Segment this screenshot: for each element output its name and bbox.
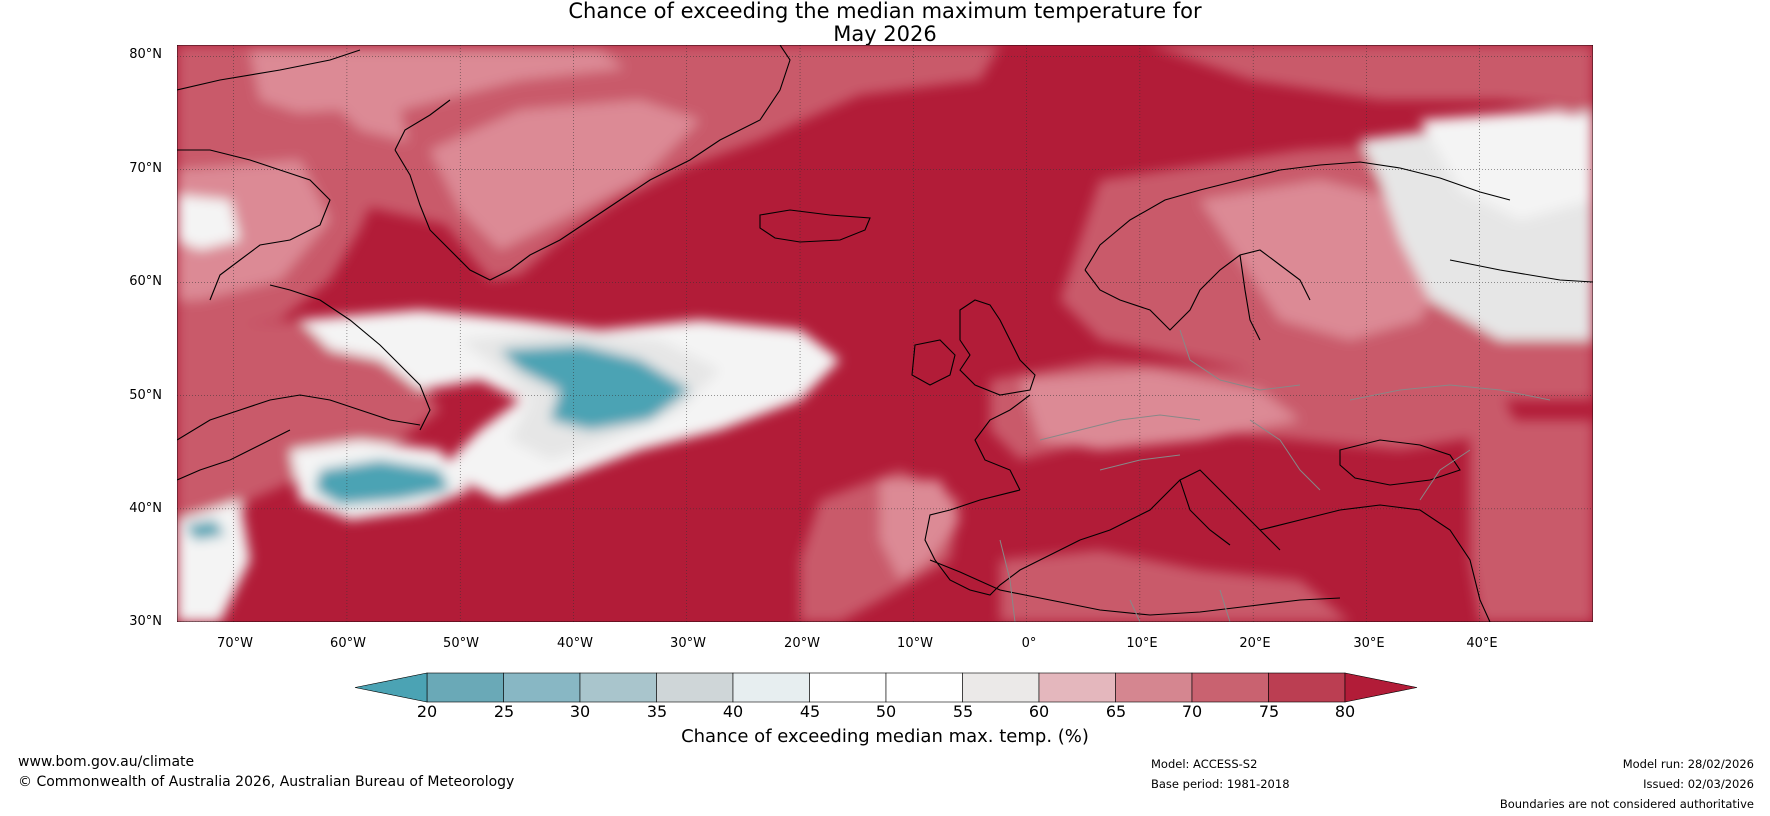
colorbar-tick-25: 25 — [493, 702, 515, 721]
lat-label-50n: 50°N — [129, 388, 162, 403]
colorbar-tick-65: 65 — [1105, 702, 1127, 721]
lon-label-70w: 70°W — [217, 636, 253, 651]
colorbar-swatch — [885, 672, 963, 703]
colorbar-tick-80: 80 — [1334, 702, 1356, 721]
lon-label-10e: 10°E — [1126, 636, 1158, 651]
colorbar — [354, 672, 1418, 703]
colorbar-over-arrow — [1344, 672, 1418, 703]
colorbar-under-arrow — [354, 672, 428, 703]
colorbar-tick-55: 55 — [952, 702, 974, 721]
lat-label-60n: 60°N — [129, 274, 162, 289]
lat-label-30n: 30°N — [129, 614, 162, 629]
lon-label-30e: 30°E — [1353, 636, 1385, 651]
colorbar-tick-40: 40 — [722, 702, 744, 721]
colorbar-swatch — [1191, 672, 1269, 703]
lon-label-20w: 20°W — [784, 636, 820, 651]
graticule — [177, 45, 1593, 622]
colorbar-tick-70: 70 — [1181, 702, 1203, 721]
colorbar-swatch — [426, 672, 504, 703]
coastlines-drawn — [177, 45, 1593, 622]
colorbar-swatch — [1038, 672, 1116, 703]
lat-label-40n: 40°N — [129, 501, 162, 516]
issued-text: Issued: 02/03/2026 — [1643, 777, 1754, 791]
map-area[interactable] — [177, 45, 1593, 622]
website-link[interactable]: www.bom.gov.au/climate — [18, 754, 195, 770]
lon-label-10w: 10°W — [897, 636, 933, 651]
colorbar-tick-60: 60 — [1028, 702, 1050, 721]
country-borders — [999, 329, 1551, 622]
lat-label-80n: 80°N — [129, 47, 162, 62]
map-title-line1: Chance of exceeding the median maximum t… — [568, 0, 1202, 23]
colorbar-tick-30: 30 — [569, 702, 591, 721]
colorbar-swatch — [962, 672, 1040, 703]
lon-label-50w: 50°W — [443, 636, 479, 651]
lon-label-0: 0° — [1021, 636, 1037, 651]
colorbar-swatch — [656, 672, 734, 703]
lon-label-40e: 40°E — [1466, 636, 1498, 651]
map-title-line2: May 2026 — [833, 22, 937, 46]
copyright-text: © Commonwealth of Australia 2026, Austra… — [18, 774, 515, 790]
colorbar-label: Chance of exceeding median max. temp. (%… — [681, 726, 1089, 747]
colorbar-tick-50: 50 — [875, 702, 897, 721]
colorbar-swatch — [1115, 672, 1193, 703]
model-text: Model: ACCESS-S2 — [1151, 757, 1258, 771]
colorbar-swatch — [1268, 672, 1346, 703]
probability-field — [177, 45, 1593, 622]
colorbar-swatch — [809, 672, 887, 703]
disclaimer-text: Boundaries are not considered authoritat… — [1499, 797, 1754, 811]
lon-label-60w: 60°W — [330, 636, 366, 651]
base-period-text: Base period: 1981-2018 — [1151, 777, 1290, 791]
lon-label-20e: 20°E — [1239, 636, 1271, 651]
colorbar-swatch — [732, 672, 810, 703]
colorbar-tick-45: 45 — [799, 702, 821, 721]
colorbar-tick-20: 20 — [416, 702, 438, 721]
colorbar-tick-75: 75 — [1258, 702, 1280, 721]
colorbar-swatch — [503, 672, 581, 703]
lat-label-70n: 70°N — [129, 161, 162, 176]
colorbar-swatch — [579, 672, 657, 703]
map-title: Chance of exceeding the median maximum t… — [0, 0, 1770, 46]
model-run-text: Model run: 28/02/2026 — [1622, 757, 1754, 771]
lon-label-30w: 30°W — [670, 636, 706, 651]
lon-label-40w: 40°W — [557, 636, 593, 651]
colorbar-tick-35: 35 — [646, 702, 668, 721]
